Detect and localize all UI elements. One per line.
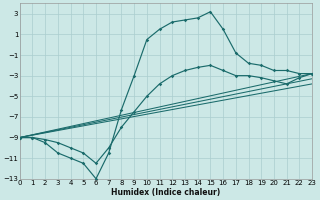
X-axis label: Humidex (Indice chaleur): Humidex (Indice chaleur) xyxy=(111,188,220,197)
